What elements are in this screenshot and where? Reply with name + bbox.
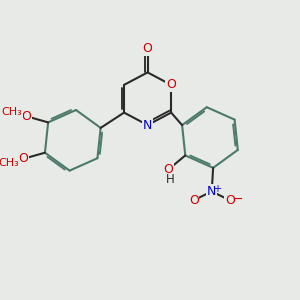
Text: O: O bbox=[225, 194, 235, 207]
Text: N: N bbox=[207, 185, 216, 198]
Text: H: H bbox=[166, 173, 174, 186]
Text: O: O bbox=[189, 194, 199, 207]
Text: CH₃: CH₃ bbox=[2, 107, 22, 117]
Text: CH₃: CH₃ bbox=[0, 158, 19, 168]
Text: O: O bbox=[22, 110, 32, 123]
Text: O: O bbox=[18, 152, 28, 165]
Text: −: − bbox=[232, 193, 243, 206]
Text: O: O bbox=[166, 78, 176, 92]
Text: O: O bbox=[143, 42, 152, 56]
Text: N: N bbox=[143, 118, 152, 132]
Text: O: O bbox=[164, 163, 174, 176]
Text: +: + bbox=[213, 184, 221, 194]
